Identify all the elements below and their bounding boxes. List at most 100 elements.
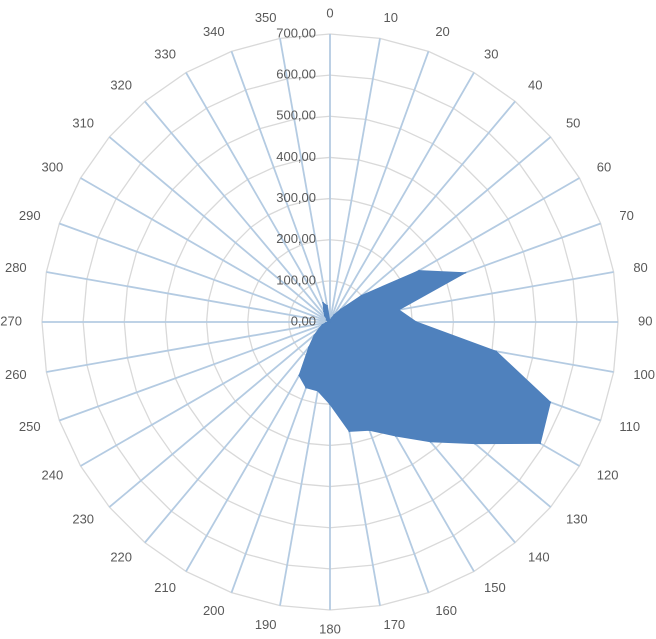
series-area	[298, 269, 552, 445]
spokes	[42, 34, 618, 610]
radial-tick-label: 300,00	[276, 190, 316, 205]
spoke-line	[185, 72, 331, 323]
category-label: 30	[484, 47, 498, 62]
category-label: 190	[255, 617, 277, 632]
data-point	[368, 429, 371, 432]
data-point	[339, 308, 342, 311]
category-label: 220	[110, 549, 132, 564]
category-label: 320	[110, 77, 132, 92]
data-point	[539, 442, 542, 445]
data-point	[415, 321, 418, 323]
spoke-line	[329, 136, 552, 323]
data-point	[329, 321, 331, 323]
category-label: 210	[154, 580, 176, 595]
spoke-line	[59, 222, 331, 323]
spoke-line	[144, 321, 331, 544]
category-label: 160	[435, 603, 457, 618]
spoke-line	[80, 321, 331, 467]
data-point	[330, 317, 333, 319]
data-point	[321, 324, 324, 326]
category-label: 150	[484, 580, 506, 595]
category-label: 250	[19, 419, 41, 434]
data-point	[326, 318, 328, 321]
radial-tick-label: 200,00	[276, 231, 316, 246]
spoke-line	[46, 271, 331, 323]
category-label: 270	[0, 313, 22, 328]
category-label: 230	[72, 511, 94, 526]
data-point	[298, 374, 300, 377]
series-area-polygon	[298, 270, 551, 445]
category-label: 40	[528, 77, 542, 92]
spoke-line	[230, 51, 331, 323]
data-point	[333, 314, 335, 316]
spoke-line	[329, 38, 381, 323]
spoke-line	[108, 136, 331, 323]
category-label: 110	[619, 419, 640, 434]
spoke-line	[329, 100, 516, 323]
category-label: 70	[619, 208, 633, 223]
category-label: 180	[319, 621, 341, 636]
category-label: 340	[203, 24, 225, 39]
data-point	[308, 346, 310, 349]
data-point	[318, 327, 321, 329]
category-label: 50	[566, 115, 580, 130]
data-point	[360, 294, 363, 297]
category-label: 290	[19, 208, 41, 223]
data-point	[327, 320, 329, 323]
data-point	[398, 309, 400, 311]
category-label: 120	[597, 467, 619, 482]
data-point	[418, 269, 420, 272]
category-label: 130	[566, 511, 588, 526]
spoke-line	[108, 321, 331, 508]
category-labels: 0 10 20 30 40 50 60 70 80 90 100 110 120 130 140 150 160…	[0, 5, 655, 636]
category-label: 350	[255, 10, 277, 25]
spoke-line	[144, 100, 331, 323]
category-label: 280	[5, 260, 27, 275]
data-point	[429, 440, 432, 443]
radial-axis-labels: 0,00 100,00 200,00 300,00 400,00 500,00 600,00…	[276, 25, 316, 328]
data-point	[305, 386, 307, 389]
category-label: 240	[42, 467, 64, 482]
category-label: 170	[383, 617, 405, 632]
spoke-line	[279, 38, 331, 323]
category-label: 60	[597, 159, 611, 174]
radial-tick-label: 600,00	[276, 67, 316, 82]
spoke-line	[59, 321, 331, 422]
radial-tick-label: 100,00	[276, 272, 316, 287]
radial-tick-label: 400,00	[276, 149, 316, 164]
spoke-line	[46, 321, 331, 373]
data-point	[329, 319, 332, 321]
radial-tick-label: 0,00	[291, 313, 316, 328]
category-label: 100	[633, 367, 655, 382]
data-point	[329, 403, 331, 406]
category-label: 90	[638, 313, 652, 328]
category-label: 10	[383, 10, 397, 25]
data-point	[495, 350, 497, 353]
data-point	[313, 334, 316, 337]
radial-tick-label: 700,00	[276, 25, 316, 40]
category-label: 200	[203, 603, 225, 618]
category-label: 0	[326, 5, 333, 20]
spoke-line	[80, 177, 331, 323]
spoke-line	[329, 51, 430, 323]
category-label: 330	[154, 47, 176, 62]
data-point	[325, 321, 327, 324]
category-label: 20	[435, 24, 449, 39]
data-point	[317, 390, 319, 392]
data-point	[323, 314, 326, 317]
category-label: 300	[42, 159, 64, 174]
category-label: 140	[528, 549, 550, 564]
data-point	[474, 442, 476, 445]
radial-tick-label: 500,00	[276, 108, 316, 123]
category-label: 260	[5, 367, 27, 382]
data-point	[395, 435, 397, 437]
spoke-line	[329, 72, 475, 323]
category-label: 80	[633, 260, 647, 275]
data-point	[326, 304, 328, 307]
data-point	[323, 310, 325, 313]
data-point	[549, 401, 552, 404]
data-point	[348, 430, 351, 433]
data-point	[464, 271, 467, 274]
data-point	[322, 301, 324, 304]
